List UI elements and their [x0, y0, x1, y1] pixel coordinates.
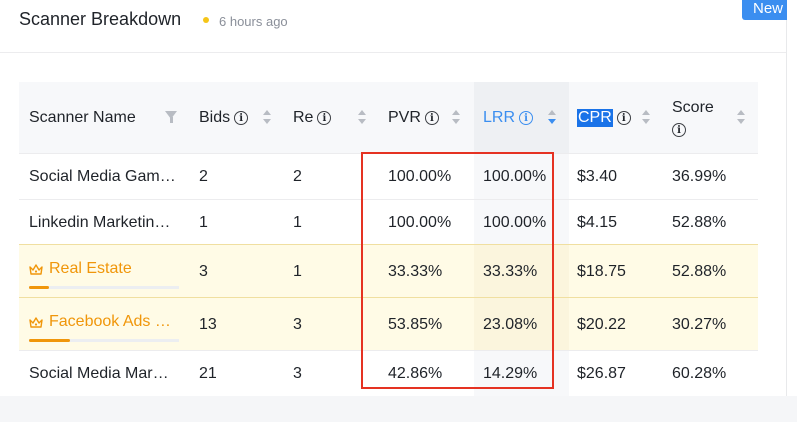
scanner-name: Linkedin Marketin… [29, 213, 171, 231]
score-cell: 30.27% [672, 315, 727, 333]
scanner-name-cell[interactable]: Facebook Ads … [29, 298, 171, 345]
col-label: PVR [388, 108, 421, 126]
col-label: LRR [483, 108, 516, 126]
scanner-name-cell[interactable]: Real Estate [29, 245, 132, 292]
lrr-cell: 23.08% [483, 315, 538, 333]
sort-icon[interactable] [263, 110, 271, 126]
col-header-lrr[interactable]: LRR i [483, 82, 534, 153]
pvr-cell: 33.33% [388, 262, 443, 280]
bids-cell: 3 [199, 262, 208, 280]
bids-cell: 13 [199, 315, 217, 333]
cpr-cell: $20.22 [577, 315, 626, 333]
cpr-cell: $4.15 [577, 213, 618, 231]
scanner-name-cell[interactable]: Social Media Gam… [29, 154, 176, 200]
info-icon[interactable]: i [234, 110, 249, 125]
status-dot-icon [203, 17, 209, 23]
cpr-cell: $18.75 [577, 262, 626, 280]
annotation-highlight-box [361, 152, 554, 389]
col-header-re[interactable]: Re i [293, 82, 332, 153]
scanner-name: Social Media Gam… [29, 168, 176, 185]
pvr-cell: 100.00% [388, 213, 452, 231]
scanner-name-cell[interactable]: Linkedin Marketin… [29, 200, 170, 245]
progress-bar [29, 339, 179, 342]
scanner-name: Facebook Ads … [49, 312, 171, 330]
updated-timestamp: 6 hours ago [219, 14, 288, 29]
scanner-name: Real Estate [49, 259, 132, 277]
lrr-cell: 100.00% [483, 168, 547, 185]
table-row[interactable]: Facebook Ads … 13 3 53.85% 23.08% $20.22 30.27… [19, 297, 758, 351]
bids-cell: 2 [199, 168, 208, 185]
pvr-cell: 100.00% [388, 168, 452, 185]
info-icon[interactable]: i [424, 110, 439, 125]
sort-icon[interactable] [452, 110, 460, 126]
col-header-bids[interactable]: Bids i [199, 82, 249, 153]
sort-icon[interactable] [358, 110, 366, 126]
pvr-cell: 53.85% [388, 315, 443, 333]
lrr-cell: 14.29% [483, 364, 538, 382]
table-header: Scanner Name Bids i Re i PVR i LRR i [19, 82, 758, 153]
progress-bar [29, 286, 179, 289]
scanner-breakdown-card: Scanner Breakdown 6 hours ago New Scanne… [0, 0, 794, 396]
lrr-cell: 33.33% [483, 262, 538, 280]
card-title: Scanner Breakdown [19, 9, 182, 29]
bids-cell: 21 [199, 364, 217, 382]
col-header-score[interactable]: Score i [672, 82, 714, 153]
col-header-pvr[interactable]: PVR i [388, 82, 439, 153]
sort-icon[interactable] [642, 110, 650, 126]
new-badge[interactable]: New [742, 0, 794, 20]
lrr-cell: 100.00% [483, 213, 547, 231]
col-label: Scanner Name [29, 108, 136, 126]
col-header-scanner-name[interactable]: Scanner Name [29, 82, 136, 153]
re-cell: 3 [293, 364, 302, 382]
info-icon[interactable]: i [519, 110, 534, 125]
bids-cell: 1 [199, 213, 208, 231]
re-cell: 1 [293, 213, 302, 231]
sort-icon-active[interactable] [548, 110, 556, 126]
scanner-name-cell[interactable]: Social Media Mar… [29, 351, 169, 396]
re-cell: 1 [293, 262, 302, 280]
filter-icon[interactable] [165, 111, 177, 119]
col-label: Score [672, 98, 714, 116]
score-cell: 52.88% [672, 262, 727, 280]
info-icon[interactable]: i [317, 110, 332, 125]
crown-icon [29, 316, 43, 328]
score-cell: 36.99% [672, 168, 727, 185]
score-cell: 60.28% [672, 364, 727, 382]
col-label: Bids [199, 108, 231, 126]
card-header: Scanner Breakdown 6 hours ago New [0, 0, 794, 53]
col-header-cpr[interactable]: CPR i [577, 82, 631, 153]
re-cell: 3 [293, 315, 302, 333]
scanner-name: Social Media Mar… [29, 364, 169, 382]
score-cell: 52.88% [672, 213, 727, 231]
col-label: CPR [577, 108, 613, 127]
info-icon[interactable]: i [672, 122, 686, 137]
col-label: Re [293, 108, 314, 126]
filter-icon-stem [169, 117, 173, 123]
re-cell: 2 [293, 168, 302, 185]
crown-icon [29, 263, 43, 275]
sort-icon[interactable] [737, 110, 745, 126]
cpr-cell: $3.40 [577, 168, 618, 185]
pvr-cell: 42.86% [388, 364, 443, 382]
cpr-cell: $26.87 [577, 364, 626, 382]
scroll-gutter [787, 0, 797, 396]
info-icon[interactable]: i [616, 110, 631, 125]
